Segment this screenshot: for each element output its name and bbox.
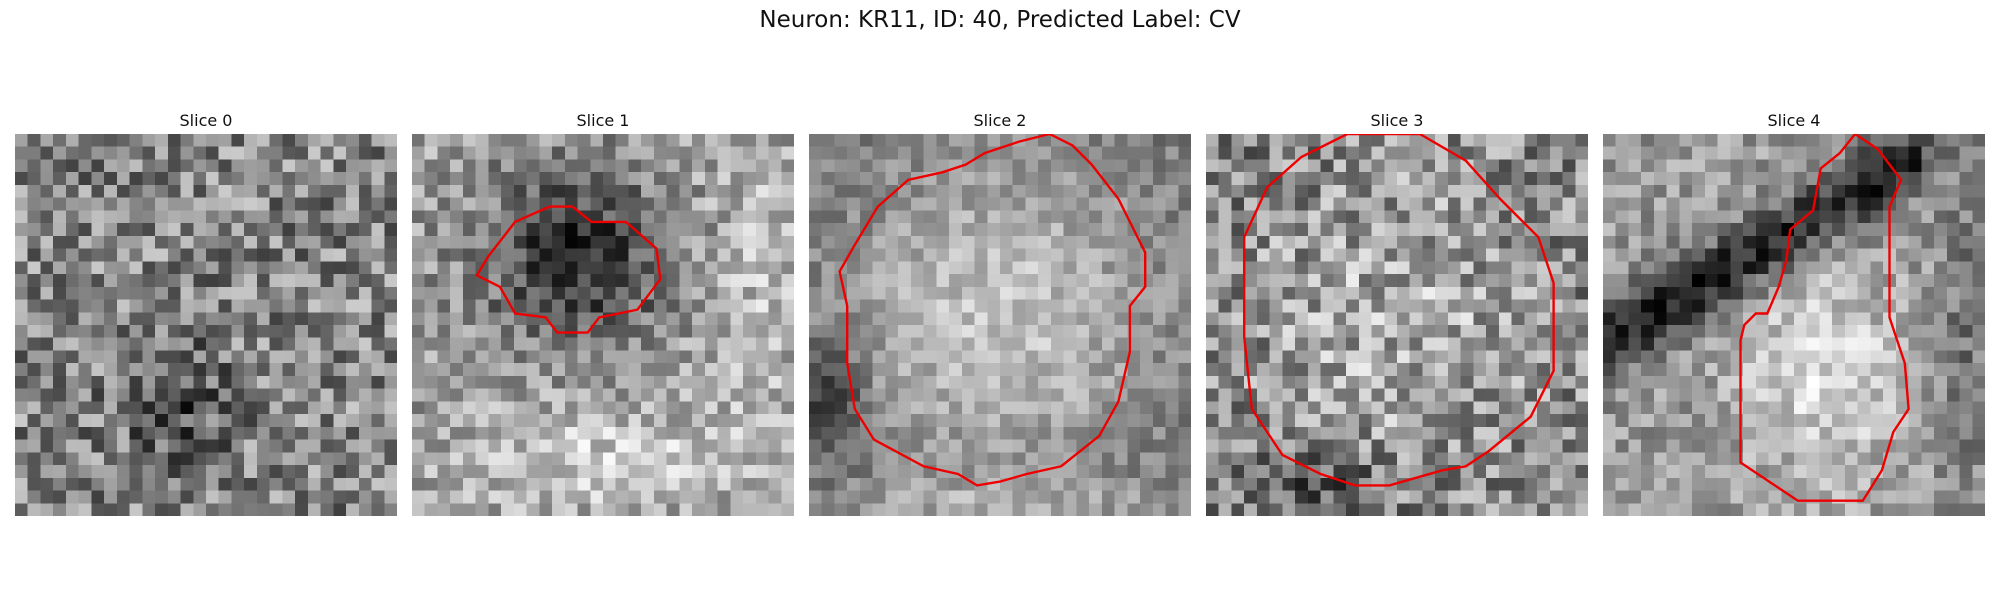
grayscale-image-3 [1206,134,1588,516]
grayscale-image-0 [15,134,397,516]
slice-image-4 [1603,134,1985,516]
slice-panel-1: Slice 1 [412,110,794,516]
slice-panel-3: Slice 3 [1206,110,1588,516]
segmentation-contour-1 [475,205,662,334]
contour-polygon-4 [1739,134,1910,502]
slice-image-1 [412,134,794,516]
contour-polygon-3 [1243,134,1555,487]
slice-panel-0: Slice 0 [15,110,397,516]
slice-panel-2: Slice 2 [809,110,1191,516]
slice-title-1: Slice 1 [576,111,630,130]
slice-panel-4: Slice 4 [1603,110,1985,516]
segmentation-contour-4 [1739,134,1910,502]
contour-polygon-2 [838,134,1147,487]
grayscale-image-1 [412,134,794,516]
segmentation-contour-2 [838,134,1147,487]
slice-image-0 [15,134,397,516]
slice-title-4: Slice 4 [1767,111,1821,130]
contour-polygon-1 [475,205,662,334]
slice-title-0: Slice 0 [179,111,233,130]
figure-title: Neuron: KR11, ID: 40, Predicted Label: C… [759,7,1241,33]
slice-title-2: Slice 2 [973,111,1027,130]
slice-image-3 [1206,134,1588,516]
slice-title-3: Slice 3 [1370,111,1424,130]
segmentation-contour-3 [1243,134,1555,487]
grayscale-image-2 [809,134,1191,516]
grayscale-image-4 [1603,134,1985,516]
segmentation-contour-0 [15,134,397,516]
slice-image-2 [809,134,1191,516]
